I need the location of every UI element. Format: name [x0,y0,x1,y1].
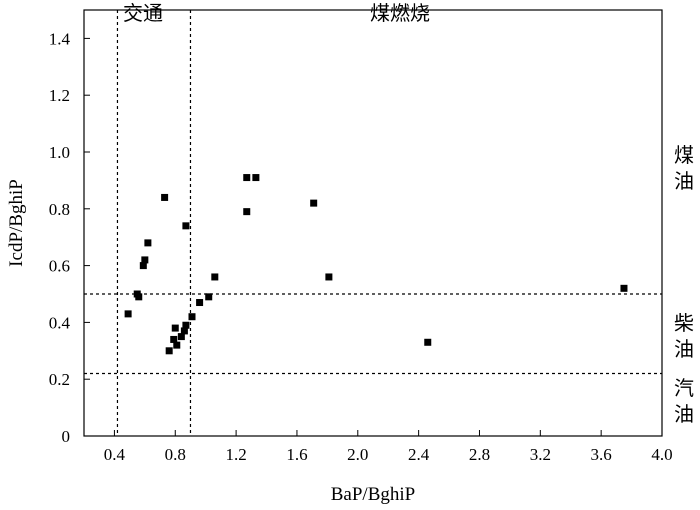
data-point [188,313,196,321]
x-tick-label: 2.8 [469,445,490,464]
data-point [182,222,190,230]
y-tick-label: 1.2 [49,86,70,105]
x-tick-label: 2.0 [347,445,368,464]
data-point [424,338,432,346]
data-point [144,239,152,247]
y-tick-label: 1.4 [49,29,71,48]
x-tick-label: 1.6 [286,445,307,464]
right-region-label: 煤油 [674,143,694,193]
data-point [310,199,318,207]
data-point [139,262,147,270]
plot-frame [83,9,663,437]
data-point [141,256,149,264]
y-axis: 0 0.2 0.4 0.6 0.8 1.0 1.2 1.4 [49,29,90,446]
data-point [620,284,628,292]
y-tick-label: 0.4 [49,313,71,332]
data-point [205,293,213,301]
data-point [252,174,260,182]
region-label-coal-combustion: 煤燃烧 [370,1,430,25]
data-point [171,324,179,332]
x-tick-label: 0.4 [104,445,126,464]
data-point [124,310,132,318]
y-tick-label: 0.8 [49,200,70,219]
reference-lines [84,10,662,436]
data-point [243,208,251,216]
data-point [165,347,173,355]
y-axis-title: IcdP/BghiP [6,179,27,267]
x-tick-label: 1.2 [225,445,246,464]
y-tick-label: 0 [62,427,71,446]
x-tick-label: 4.0 [651,445,672,464]
y-tick-label: 1.0 [49,143,70,162]
region-label-traffic: 交通 [123,1,163,25]
x-tick-label: 0.8 [165,445,186,464]
data-point [135,293,143,301]
data-points [124,174,628,355]
data-point [182,321,190,329]
data-point [211,273,219,281]
data-point [173,341,181,349]
x-axis: 0.4 0.8 1.2 1.6 2.0 2.4 2.8 3.2 3.6 4.0 [104,430,673,464]
x-axis-title: BaP/BghiP [331,484,415,505]
data-point [325,273,333,281]
data-point [177,333,185,341]
data-point [196,299,204,307]
y-tick-label: 0.2 [49,370,70,389]
x-tick-label: 2.4 [408,445,430,464]
right-region-label: 柴油 [674,311,694,361]
data-point [161,193,169,201]
right-region-label: 汽油 [674,376,694,426]
y-tick-label: 0.6 [49,257,70,276]
x-tick-label: 3.6 [591,445,612,464]
data-point [243,174,251,182]
data-point [180,327,188,335]
x-tick-label: 3.2 [530,445,551,464]
data-point [170,335,178,343]
